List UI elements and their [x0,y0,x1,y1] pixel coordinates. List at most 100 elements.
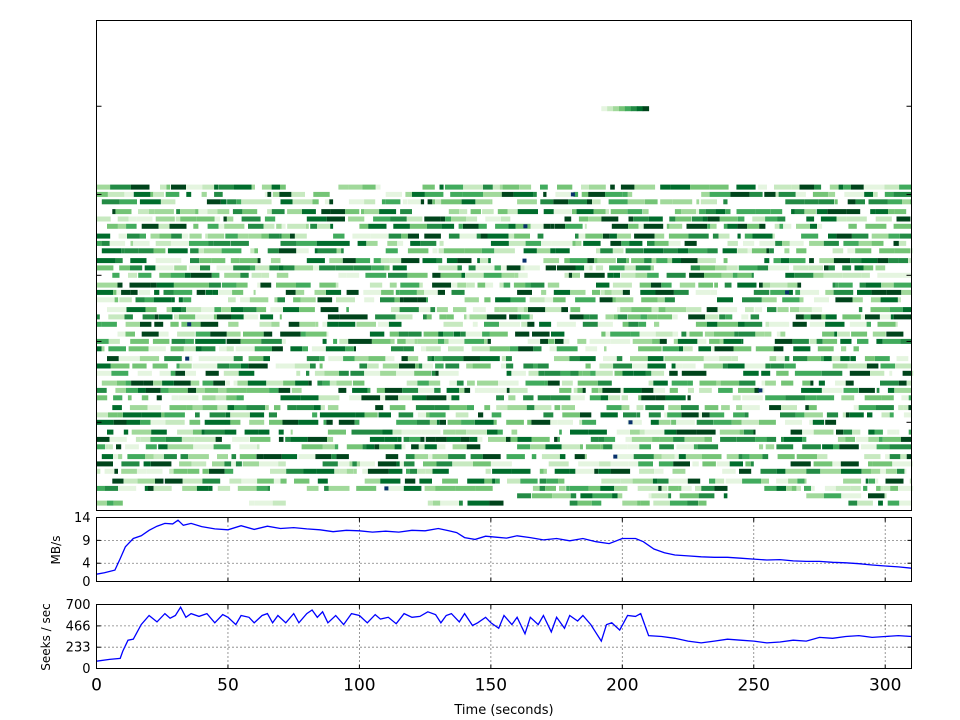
heatmap-cell [237,485,257,491]
heatmap-cell [889,370,893,376]
heatmap-cell [674,209,682,215]
heatmap-cell [184,272,191,278]
heatmap-cell [394,297,400,303]
heatmap-cell [256,454,264,460]
heatmap-cell [438,331,443,337]
heatmap-cell [397,240,404,246]
heatmap-cell [506,265,521,271]
heatmap-cell [901,289,912,295]
heatmap-cell [806,216,815,222]
heatmap-cell [225,380,230,386]
heatmap-cell [129,282,151,288]
heatmap-cell [775,191,779,197]
heatmap-cell [380,478,401,484]
heatmap-cell [393,223,410,229]
heatmap-cell [429,380,441,386]
heatmap-cell [269,265,279,271]
heatmap-cell [226,346,234,352]
heatmap-cell [389,405,406,411]
heatmap-cell [108,346,126,352]
io-heatmap-panel [96,20,914,511]
heatmap-cell [545,444,562,450]
heatmap-cell [352,387,368,393]
heatmap-cell [139,199,161,205]
heatmap-cell [145,307,157,313]
heatmap-cell [398,395,413,401]
heatmap-cell [784,248,790,254]
heatmap-cell [296,248,309,254]
heatmap-cell [587,258,595,264]
heatmap-cell [349,395,362,401]
heatmap-cell [166,184,171,190]
heatmap-cell [457,282,467,288]
heatmap-cell [555,248,570,254]
heatmap-cell [645,405,665,411]
heatmap-cell [323,419,327,425]
heatmap-cell [711,346,715,352]
heatmap-cell [659,444,674,450]
heatmap-cell [156,454,164,460]
heatmap-cell [240,338,262,344]
heatmap-cell [317,297,333,303]
heatmap-cell [696,419,714,425]
heatmap-cell [185,338,194,344]
heatmap-cell [783,223,792,229]
heatmap-cell [329,380,337,386]
heatmap-cell [761,370,771,376]
heatmap-cell [407,356,419,362]
heatmap-cell [298,419,319,425]
heatmap-cell [653,454,662,460]
heatmap-cell [868,199,888,205]
heatmap-cell [691,216,703,222]
heatmap-cell [378,321,389,327]
heatmap-cell [194,436,216,442]
heatmap-cell [575,468,595,474]
heatmap-cell [863,265,874,271]
heatmap-cell [108,444,113,450]
heatmap-cell [330,223,334,229]
heatmap-cell [647,314,658,320]
heatmap-cell [648,493,652,499]
heatmap-cell [857,500,873,506]
heatmap-cell [328,356,344,362]
heatmap-cell [528,307,546,313]
heatmap-cell [580,444,583,450]
heatmap-cell [640,289,656,295]
heatmap-cell [850,356,856,362]
heatmap-cell [699,387,712,393]
heatmap-cell [367,387,371,393]
heatmap-cell [243,314,258,320]
heatmap-cell [164,412,185,418]
heatmap-cell [436,307,448,313]
heatmap-cell [859,387,875,393]
heatmap-cell [544,380,548,386]
heatmap-cell [736,405,743,411]
heatmap-cell [130,289,138,295]
heatmap-cell [592,493,613,499]
heatmap-cell [599,297,613,303]
heatmap-cell [179,314,196,320]
heatmap-cell [508,233,515,239]
heatmap-cell [355,258,371,264]
heatmap-cell [617,454,634,460]
heatmap-cell [796,485,801,491]
x-tick-label: 300 [869,676,901,696]
heatmap-cell [169,405,187,411]
heatmap-cell [171,395,179,401]
heatmap-cell [638,346,648,352]
heatmap-cell [511,468,531,474]
heatmap-cell [537,233,544,239]
heatmap-cell [848,223,857,229]
heatmap-cell [343,356,355,362]
heatmap-cell [147,405,161,411]
heatmap-cell [214,184,218,190]
heatmap-cell [186,405,193,411]
heatmap-cell [250,436,271,442]
heatmap-cell [242,209,258,215]
seeks-series-line [96,605,912,662]
heatmap-cell [715,209,726,215]
heatmap-cell [201,346,216,352]
heatmap-cell [255,265,270,271]
heatmap-cell [744,412,749,418]
